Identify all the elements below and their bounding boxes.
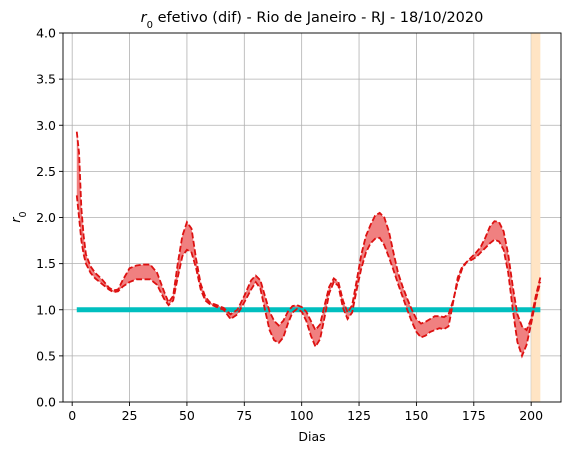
x-tick-label-175: 175 — [462, 408, 486, 423]
y-tick-label-0.0: 0.0 — [36, 395, 56, 410]
x-tick-label-125: 125 — [347, 408, 371, 423]
x-tick-label-100: 100 — [290, 408, 314, 423]
x-tick-label-25: 25 — [122, 408, 138, 423]
highlight-span — [531, 33, 541, 402]
y-tick-label-3.5: 3.5 — [36, 72, 56, 87]
x-axis-title: Dias — [298, 429, 325, 444]
y-tick-label-3.0: 3.0 — [36, 118, 56, 133]
y-axis-title: r0 — [8, 211, 29, 222]
chart-title: r0 efetivo (dif) - Rio de Janeiro - RJ -… — [141, 10, 484, 31]
y-tick-label-4.0: 4.0 — [36, 26, 56, 41]
y-tick-label-1.0: 1.0 — [36, 302, 56, 317]
x-tick-label-75: 75 — [236, 408, 252, 423]
y-tick-label-1.5: 1.5 — [36, 256, 56, 271]
y-tick-label-0.5: 0.5 — [36, 348, 56, 363]
y-tick-label-2.0: 2.0 — [36, 210, 56, 225]
x-tick-label-150: 150 — [404, 408, 428, 423]
x-tick-label-0: 0 — [68, 408, 76, 423]
y-tick-label-2.5: 2.5 — [36, 164, 56, 179]
x-tick-label-50: 50 — [179, 408, 195, 423]
lower-bound-line — [75, 195, 542, 359]
x-tick-label-200: 200 — [519, 408, 543, 423]
